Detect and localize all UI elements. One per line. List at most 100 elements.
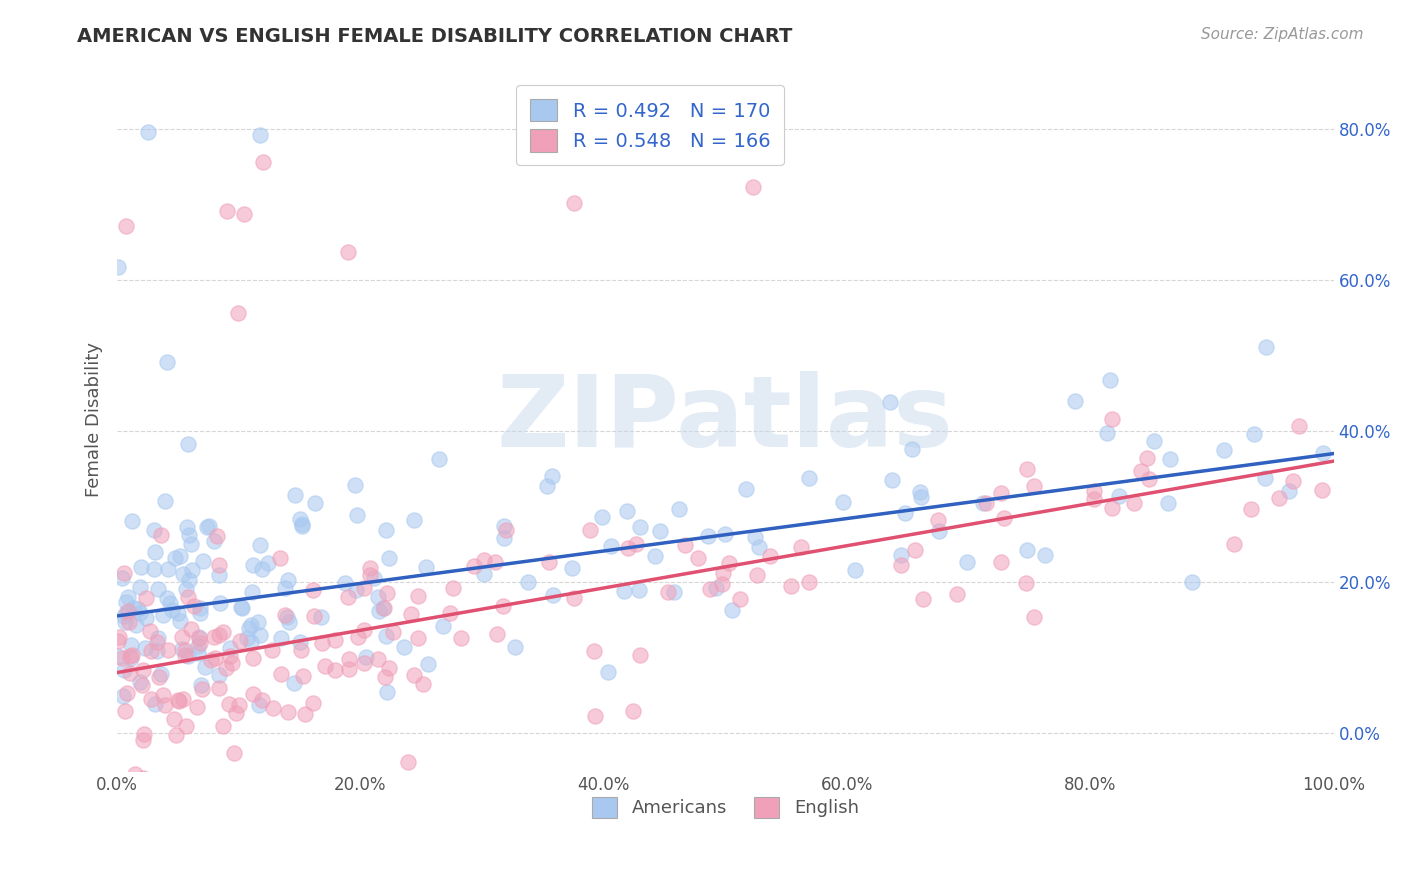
Point	[107, 634, 129, 648]
Point	[277, 705, 299, 719]
Point	[956, 555, 979, 569]
Point	[249, 128, 271, 142]
Point	[188, 601, 211, 615]
Point	[118, 615, 141, 630]
Point	[156, 642, 179, 657]
Point	[404, 513, 426, 527]
Point	[562, 591, 585, 606]
Point	[562, 196, 585, 211]
Point	[901, 442, 924, 456]
Point	[188, 636, 211, 650]
Point	[132, 727, 155, 741]
Point	[375, 630, 398, 644]
Point	[797, 470, 820, 484]
Point	[247, 698, 270, 712]
Point	[344, 478, 367, 492]
Point	[209, 596, 232, 610]
Point	[1268, 491, 1291, 506]
Point	[1240, 501, 1263, 516]
Point	[337, 662, 360, 676]
Point	[262, 643, 284, 657]
Point	[346, 508, 368, 522]
Point	[240, 584, 263, 599]
Point	[346, 630, 368, 644]
Point	[111, 571, 134, 585]
Point	[359, 560, 381, 574]
Point	[236, 631, 259, 645]
Point	[183, 599, 205, 614]
Point	[129, 560, 152, 574]
Point	[117, 604, 139, 618]
Point	[333, 576, 356, 591]
Point	[139, 624, 162, 639]
Point	[946, 587, 969, 601]
Point	[735, 482, 758, 496]
Point	[302, 609, 325, 624]
Point	[249, 539, 271, 553]
Point	[143, 697, 166, 711]
Point	[277, 615, 299, 630]
Point	[704, 581, 727, 595]
Point	[242, 651, 264, 665]
Point	[252, 693, 274, 707]
Point	[191, 554, 214, 568]
Point	[696, 529, 718, 543]
Point	[517, 575, 540, 590]
Point	[269, 551, 291, 566]
Point	[1310, 483, 1333, 498]
Point	[1136, 451, 1159, 466]
Point	[367, 591, 389, 605]
Point	[214, 661, 236, 675]
Point	[406, 632, 429, 646]
Point	[492, 599, 515, 613]
Point	[156, 354, 179, 368]
Point	[993, 511, 1015, 525]
Point	[1282, 474, 1305, 488]
Point	[711, 577, 734, 591]
Point	[323, 664, 346, 678]
Point	[121, 514, 143, 528]
Point	[273, 607, 295, 622]
Point	[472, 566, 495, 581]
Point	[238, 621, 260, 635]
Point	[616, 504, 638, 518]
Point	[181, 564, 204, 578]
Point	[748, 540, 770, 554]
Point	[240, 634, 263, 648]
Point	[202, 630, 225, 644]
Point	[152, 688, 174, 702]
Point	[190, 678, 212, 692]
Point	[1108, 490, 1130, 504]
Point	[169, 549, 191, 563]
Point	[890, 548, 912, 562]
Point	[231, 599, 253, 614]
Point	[1223, 536, 1246, 550]
Point	[172, 642, 194, 657]
Point	[401, 607, 423, 622]
Point	[1101, 412, 1123, 426]
Point	[165, 728, 187, 742]
Point	[291, 518, 314, 533]
Point	[148, 670, 170, 684]
Point	[239, 618, 262, 632]
Point	[759, 549, 782, 563]
Point	[132, 733, 155, 747]
Point	[406, 589, 429, 603]
Point	[485, 627, 508, 641]
Point	[136, 125, 159, 139]
Point	[644, 549, 666, 563]
Point	[290, 643, 312, 657]
Point	[538, 556, 561, 570]
Point	[832, 495, 855, 509]
Point	[124, 766, 146, 780]
Point	[195, 520, 218, 534]
Point	[596, 665, 619, 679]
Point	[910, 485, 932, 500]
Point	[163, 712, 186, 726]
Point	[159, 596, 181, 610]
Point	[228, 698, 250, 713]
Point	[146, 632, 169, 646]
Point	[112, 663, 135, 677]
Point	[1157, 495, 1180, 509]
Point	[177, 436, 200, 450]
